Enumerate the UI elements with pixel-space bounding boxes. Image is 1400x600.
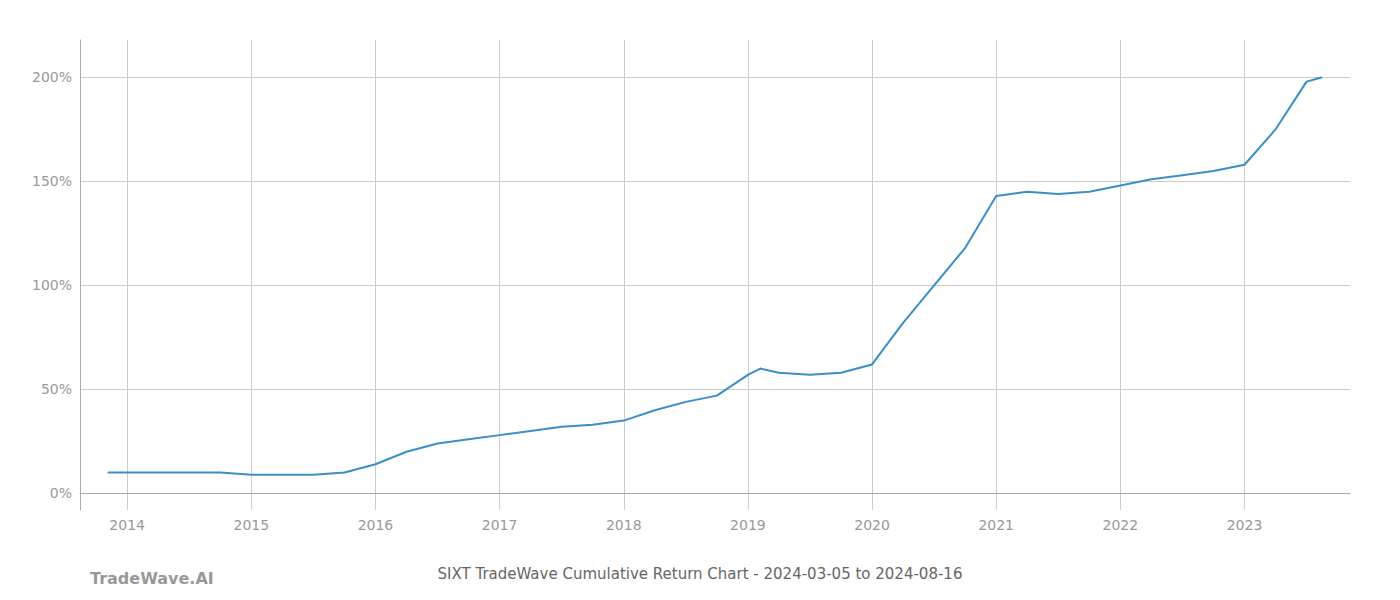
svg-text:200%: 200% (32, 69, 72, 85)
svg-text:2018: 2018 (606, 517, 642, 533)
svg-text:50%: 50% (41, 381, 72, 397)
svg-text:2016: 2016 (358, 517, 394, 533)
svg-text:2019: 2019 (730, 517, 766, 533)
svg-text:2023: 2023 (1227, 517, 1263, 533)
svg-text:SIXT TradeWave Cumulative Retu: SIXT TradeWave Cumulative Return Chart -… (438, 565, 963, 583)
svg-text:0%: 0% (50, 485, 72, 501)
svg-text:2015: 2015 (233, 517, 269, 533)
svg-text:2014: 2014 (109, 517, 145, 533)
svg-text:2020: 2020 (854, 517, 890, 533)
svg-text:2021: 2021 (978, 517, 1014, 533)
svg-text:100%: 100% (32, 277, 72, 293)
svg-text:2017: 2017 (482, 517, 518, 533)
svg-text:TradeWave.AI: TradeWave.AI (90, 569, 214, 588)
svg-text:150%: 150% (32, 173, 72, 189)
svg-text:2022: 2022 (1103, 517, 1139, 533)
